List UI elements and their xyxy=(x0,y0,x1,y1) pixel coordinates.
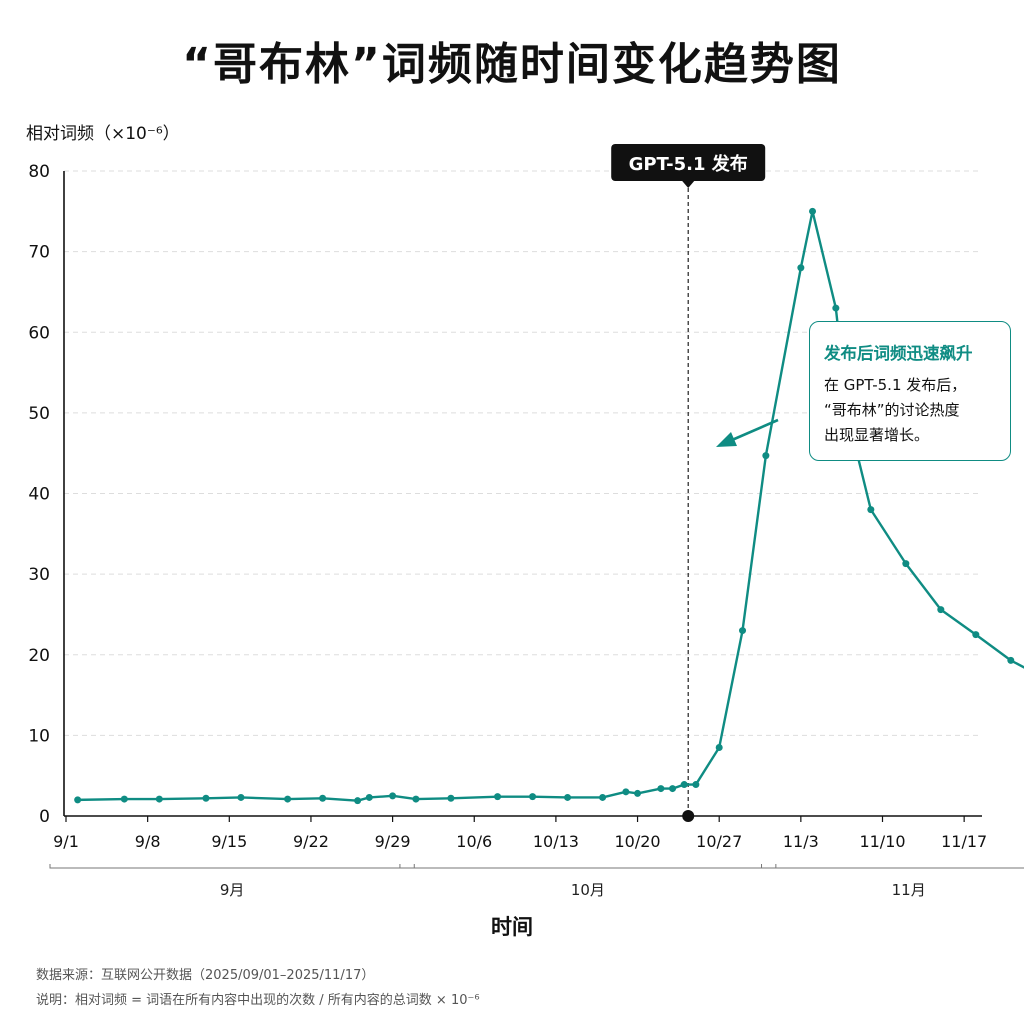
data-point xyxy=(599,793,607,801)
y-tick-label: 70 xyxy=(28,243,50,263)
data-point xyxy=(447,794,455,802)
data-point xyxy=(155,795,163,803)
data-point xyxy=(1007,656,1015,664)
annotation-body: 在 GPT-5.1 发布后， “哥布林”的讨论热度 出现显著增长。 xyxy=(824,373,998,448)
y-tick-label: 50 xyxy=(28,404,50,424)
data-point xyxy=(284,795,292,803)
data-point xyxy=(622,788,630,796)
data-point xyxy=(319,794,327,802)
y-tick-label: 60 xyxy=(28,323,50,343)
event-label-box xyxy=(611,144,766,181)
x-tick-label: 9/8 xyxy=(135,832,161,851)
footnote-source: 数据来源：互联网公开数据（2025/09/01–2025/11/17） xyxy=(36,968,375,983)
y-axis-label: 相对词频（×10⁻⁶） xyxy=(26,124,180,144)
x-tick-label: 10/13 xyxy=(533,832,579,851)
x-tick-label: 10/20 xyxy=(614,832,660,851)
annotation-line: 出现显著增长。 xyxy=(824,426,930,444)
data-point xyxy=(937,606,945,614)
data-point xyxy=(972,631,980,639)
month-label: 11月 xyxy=(892,881,926,899)
data-point xyxy=(797,264,805,272)
event-label-pointer xyxy=(682,181,695,188)
data-point xyxy=(902,560,910,568)
annotation-callout: 发布后词频迅速飙升 在 GPT-5.1 发布后， “哥布林”的讨论热度 出现显著… xyxy=(809,321,1011,461)
month-label: 9月 xyxy=(220,881,245,899)
data-point xyxy=(365,793,373,801)
event-marker xyxy=(682,810,695,822)
data-point xyxy=(680,781,688,789)
y-tick-label: 0 xyxy=(39,807,50,827)
data-point xyxy=(739,627,747,635)
data-point xyxy=(120,795,128,803)
data-point xyxy=(237,793,245,801)
data-point xyxy=(529,793,537,801)
data-point xyxy=(564,793,572,801)
month-bracket xyxy=(49,864,415,869)
data-point xyxy=(354,797,362,805)
event-label: GPT-5.1 发布 xyxy=(629,153,748,175)
data-point xyxy=(389,792,397,800)
data-point xyxy=(762,452,770,460)
x-tick-label: 10/6 xyxy=(456,832,492,851)
y-tick-label: 80 xyxy=(28,162,50,182)
y-tick-label: 30 xyxy=(28,565,50,585)
data-point xyxy=(494,793,502,801)
y-tick-label: 10 xyxy=(28,726,50,746)
x-tick-label: 10/27 xyxy=(696,832,742,851)
month-bracket xyxy=(761,864,1024,869)
annotation-line: “哥布林”的讨论热度 xyxy=(824,401,960,419)
x-tick-label: 9/29 xyxy=(375,832,411,851)
data-point xyxy=(657,785,665,793)
data-point xyxy=(202,794,210,802)
x-axis-title: 时间 xyxy=(491,915,533,939)
x-tick-label: 11/3 xyxy=(783,832,819,851)
data-point xyxy=(669,785,677,793)
data-point xyxy=(74,796,82,804)
chart-title: “哥布林”词频随时间变化趋势图 xyxy=(182,39,842,90)
data-point xyxy=(692,781,700,789)
annotation-arrow-head xyxy=(716,432,737,447)
data-point xyxy=(832,304,840,312)
data-point xyxy=(809,207,817,215)
data-point xyxy=(634,789,642,797)
annotation-title: 发布后词频迅速飙升 xyxy=(824,344,973,363)
x-tick-label: 11/17 xyxy=(941,832,987,851)
x-tick-label: 9/1 xyxy=(53,832,79,851)
data-point xyxy=(715,743,723,751)
month-label: 10月 xyxy=(571,881,605,899)
annotation-arrow-shaft xyxy=(731,418,779,442)
footnote-explanation: 说明：相对词频 = 词语在所有内容中出现的次数 / 所有内容的总词数 × 10⁻… xyxy=(36,993,480,1008)
x-tick-label: 11/10 xyxy=(859,832,905,851)
y-tick-label: 40 xyxy=(28,485,50,505)
data-point xyxy=(867,506,875,514)
x-tick-label: 9/15 xyxy=(211,832,247,851)
x-tick-label: 9/22 xyxy=(293,832,329,851)
series-line xyxy=(77,210,1024,802)
annotation-line: 在 GPT-5.1 发布后， xyxy=(824,376,967,394)
data-point xyxy=(412,795,420,803)
y-tick-label: 20 xyxy=(28,646,50,666)
month-bracket xyxy=(399,864,777,869)
